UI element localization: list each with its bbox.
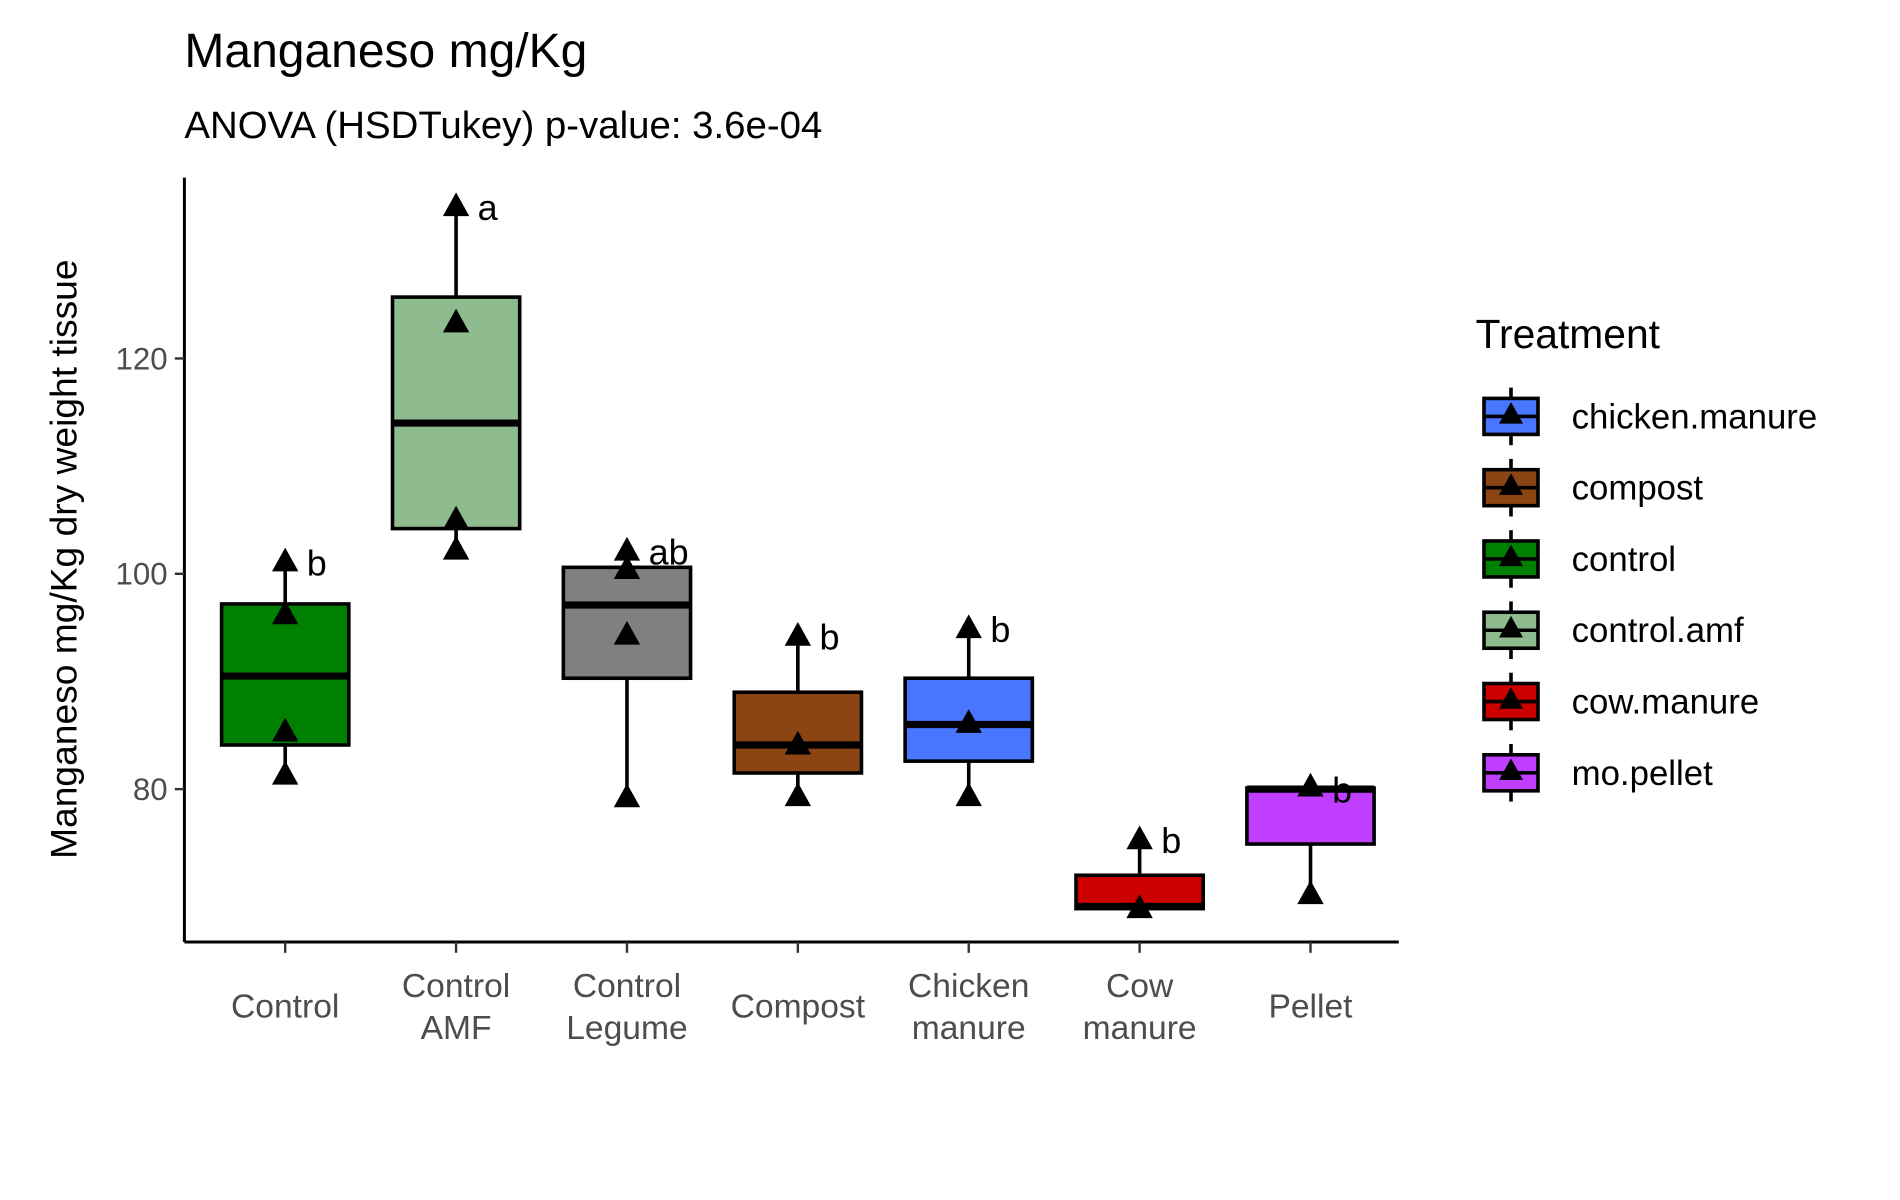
x-tick-label: Control — [231, 989, 339, 1026]
y-tick-label: 100 — [116, 557, 168, 592]
box — [732, 690, 864, 775]
data-point — [784, 621, 812, 646]
x-tick-label: Control — [573, 968, 681, 1005]
data-point — [955, 782, 982, 807]
data-point — [1297, 880, 1324, 905]
data-point — [1126, 825, 1153, 850]
significance-letter: b — [990, 609, 1010, 650]
box — [390, 295, 522, 531]
legend-label: cow.manure — [1572, 683, 1760, 722]
chart-title: Manganeso mg/Kg — [184, 25, 587, 78]
x-tick-label: Compost — [731, 989, 866, 1026]
legend-key-point — [1499, 544, 1523, 567]
x-tick-label: AMF — [421, 1010, 492, 1047]
x-tick-label: Chicken — [908, 968, 1029, 1005]
y-axis-title: Manganeso mg/Kg dry weight tissue — [42, 259, 84, 858]
data-point — [272, 600, 299, 625]
legend-key-point — [1499, 473, 1523, 495]
y-tick-label: 120 — [116, 341, 168, 376]
legend-title: Treatment — [1476, 311, 1661, 357]
data-point — [613, 536, 641, 561]
data-point — [272, 717, 299, 742]
significance-letter: b — [307, 542, 327, 583]
significance-letter: b — [1332, 769, 1352, 810]
significance-letter: b — [1161, 820, 1181, 861]
x-tick-label: manure — [1083, 1010, 1197, 1047]
data-point — [442, 505, 470, 530]
significance-letter: b — [819, 617, 839, 658]
legend-key-point — [1499, 615, 1523, 638]
data-point — [272, 547, 299, 572]
significance-letter: ab — [649, 532, 689, 573]
x-tick-label: Control — [402, 968, 510, 1005]
data-point — [613, 555, 641, 579]
x-tick-label: Cow — [1106, 968, 1174, 1005]
legend-key-point — [1499, 687, 1523, 709]
legend-label: mo.pellet — [1572, 754, 1714, 793]
legend-key-point — [1499, 758, 1523, 780]
data-point — [955, 614, 982, 639]
data-point — [784, 782, 812, 807]
data-point — [613, 783, 641, 808]
data-point — [613, 620, 641, 645]
box — [1245, 786, 1376, 846]
data-point — [272, 760, 299, 785]
data-point — [955, 709, 982, 733]
data-point — [784, 730, 812, 755]
legend-label: control — [1572, 540, 1676, 579]
legend-label: control.amf — [1572, 611, 1744, 650]
data-point — [442, 308, 470, 333]
data-point — [442, 192, 470, 217]
significance-letter: a — [478, 187, 499, 228]
x-tick-label: manure — [912, 1010, 1026, 1047]
x-tick-label: Pellet — [1268, 989, 1353, 1026]
legend-label: compost — [1572, 469, 1704, 508]
chart-subtitle: ANOVA (HSDTukey) p-value: 3.6e-04 — [184, 104, 822, 147]
x-tick-label: Legume — [566, 1010, 687, 1047]
data-point — [1126, 894, 1153, 919]
legend-key-point — [1499, 402, 1523, 424]
data-point — [442, 535, 470, 560]
data-point — [1297, 772, 1324, 797]
y-tick-label: 80 — [133, 772, 168, 807]
legend-label: chicken.manure — [1572, 397, 1818, 436]
